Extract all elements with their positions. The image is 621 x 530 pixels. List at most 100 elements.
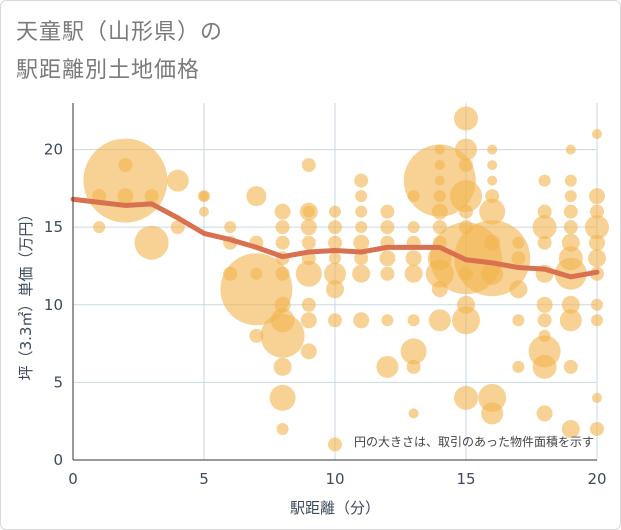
bubble-point <box>405 250 422 267</box>
bubble-point <box>512 314 525 327</box>
bubble-point <box>408 408 419 419</box>
bubble-point <box>328 235 342 250</box>
bubble-point <box>269 384 296 411</box>
bubble-point <box>328 437 342 452</box>
bubble-point <box>538 329 551 342</box>
bubble-point <box>589 234 605 251</box>
bubble-point <box>459 158 473 173</box>
bubble-point <box>274 203 291 220</box>
bubble-point <box>407 221 420 234</box>
bubble-point <box>224 221 237 234</box>
bubble-point <box>270 308 295 333</box>
bubble-point <box>326 280 344 299</box>
bubble-point <box>354 173 369 188</box>
bubble-point <box>561 419 580 438</box>
bubble-point <box>592 392 602 403</box>
bubble-point <box>352 264 371 283</box>
bubble-point <box>454 220 531 297</box>
bubble-point <box>559 309 582 332</box>
bubble-point <box>118 158 133 173</box>
bubble-point <box>329 252 341 265</box>
bubble-point <box>457 295 475 314</box>
bubble-point <box>585 215 609 240</box>
bubble-point <box>134 225 169 260</box>
bubble-point <box>83 138 168 223</box>
bubble-point <box>563 220 578 235</box>
bubble-point <box>590 421 604 436</box>
bubble-point <box>532 354 557 379</box>
bubble-point <box>407 314 420 327</box>
bubble-point <box>354 251 369 266</box>
bubble-point <box>454 385 478 410</box>
bubble-point <box>381 314 394 327</box>
bubble-point <box>588 249 606 268</box>
bubble-point <box>117 188 134 205</box>
bubble-point <box>434 160 445 171</box>
bubble-point <box>561 295 580 314</box>
bubble-point <box>199 191 209 202</box>
bubble-point <box>558 246 583 271</box>
bubble-point <box>276 422 289 435</box>
bubble-point <box>481 402 504 425</box>
bubble-point <box>275 220 290 235</box>
bubble-point <box>431 203 448 220</box>
bubble-point <box>512 360 525 373</box>
x-tick-label: 0 <box>68 470 78 488</box>
bubble-point <box>220 253 293 326</box>
bubble-point <box>300 219 317 236</box>
bubble-point <box>353 234 370 251</box>
bubble-point <box>591 314 603 327</box>
bubble-point <box>563 204 578 219</box>
bubble-point <box>537 235 552 250</box>
bubble-series <box>83 106 609 452</box>
bubble-point <box>428 309 451 332</box>
bubble-point <box>380 220 395 235</box>
trend-line <box>70 196 600 280</box>
bubble-point <box>376 355 399 378</box>
bubble-point <box>590 204 604 219</box>
bubble-point <box>93 221 106 234</box>
bubble-point <box>353 312 370 329</box>
bubble-point <box>273 357 292 376</box>
size-note: 円の大きさは、取引のあった物件面積を示す <box>354 434 594 449</box>
x-axis-label: 駅距離（分） <box>290 499 380 517</box>
bubble-point <box>324 262 346 285</box>
bubble-point <box>455 138 477 161</box>
bubble-point <box>328 313 342 328</box>
axes: 0 5 10 15 20 0 5 10 15 20 <box>44 103 607 488</box>
bubble-point <box>249 328 264 343</box>
bubble-point <box>511 251 526 266</box>
bubble-point <box>170 220 185 235</box>
bubble-point <box>433 190 446 203</box>
bubble-point <box>459 204 473 219</box>
bubble-point <box>592 129 602 140</box>
bubble-point <box>355 205 368 218</box>
y-tick-label: 5 <box>53 373 63 391</box>
bubble-point <box>487 175 498 186</box>
y-tick-label: 15 <box>44 218 63 236</box>
bubble-point <box>563 359 578 374</box>
bubble-point <box>302 205 315 218</box>
bubble-point <box>274 296 291 313</box>
bubble-point <box>532 215 557 240</box>
bubble-point <box>301 297 316 312</box>
trend-line-group <box>70 196 600 280</box>
bubble-point <box>301 158 316 173</box>
bubble-point <box>512 236 525 249</box>
bubble-point <box>484 234 501 251</box>
bubble-point <box>509 280 528 299</box>
bubble-point <box>301 235 316 250</box>
bubble-point <box>478 383 507 412</box>
bubble-point <box>400 338 427 365</box>
bubble-point <box>380 204 395 219</box>
y-tick-label: 20 <box>44 141 63 159</box>
y-tick-label: 0 <box>53 451 63 469</box>
bubble-point <box>355 190 368 203</box>
bubble-point <box>564 190 577 203</box>
chart-title-line2: 駅距離別土地価格 <box>16 58 201 83</box>
bubble-point <box>591 298 603 311</box>
y-axis-label: 坪（3.3㎡）単価（万円） <box>17 207 35 381</box>
bubble-point <box>404 264 423 283</box>
bubble-point <box>275 235 290 250</box>
x-tick-label: 5 <box>199 470 209 488</box>
